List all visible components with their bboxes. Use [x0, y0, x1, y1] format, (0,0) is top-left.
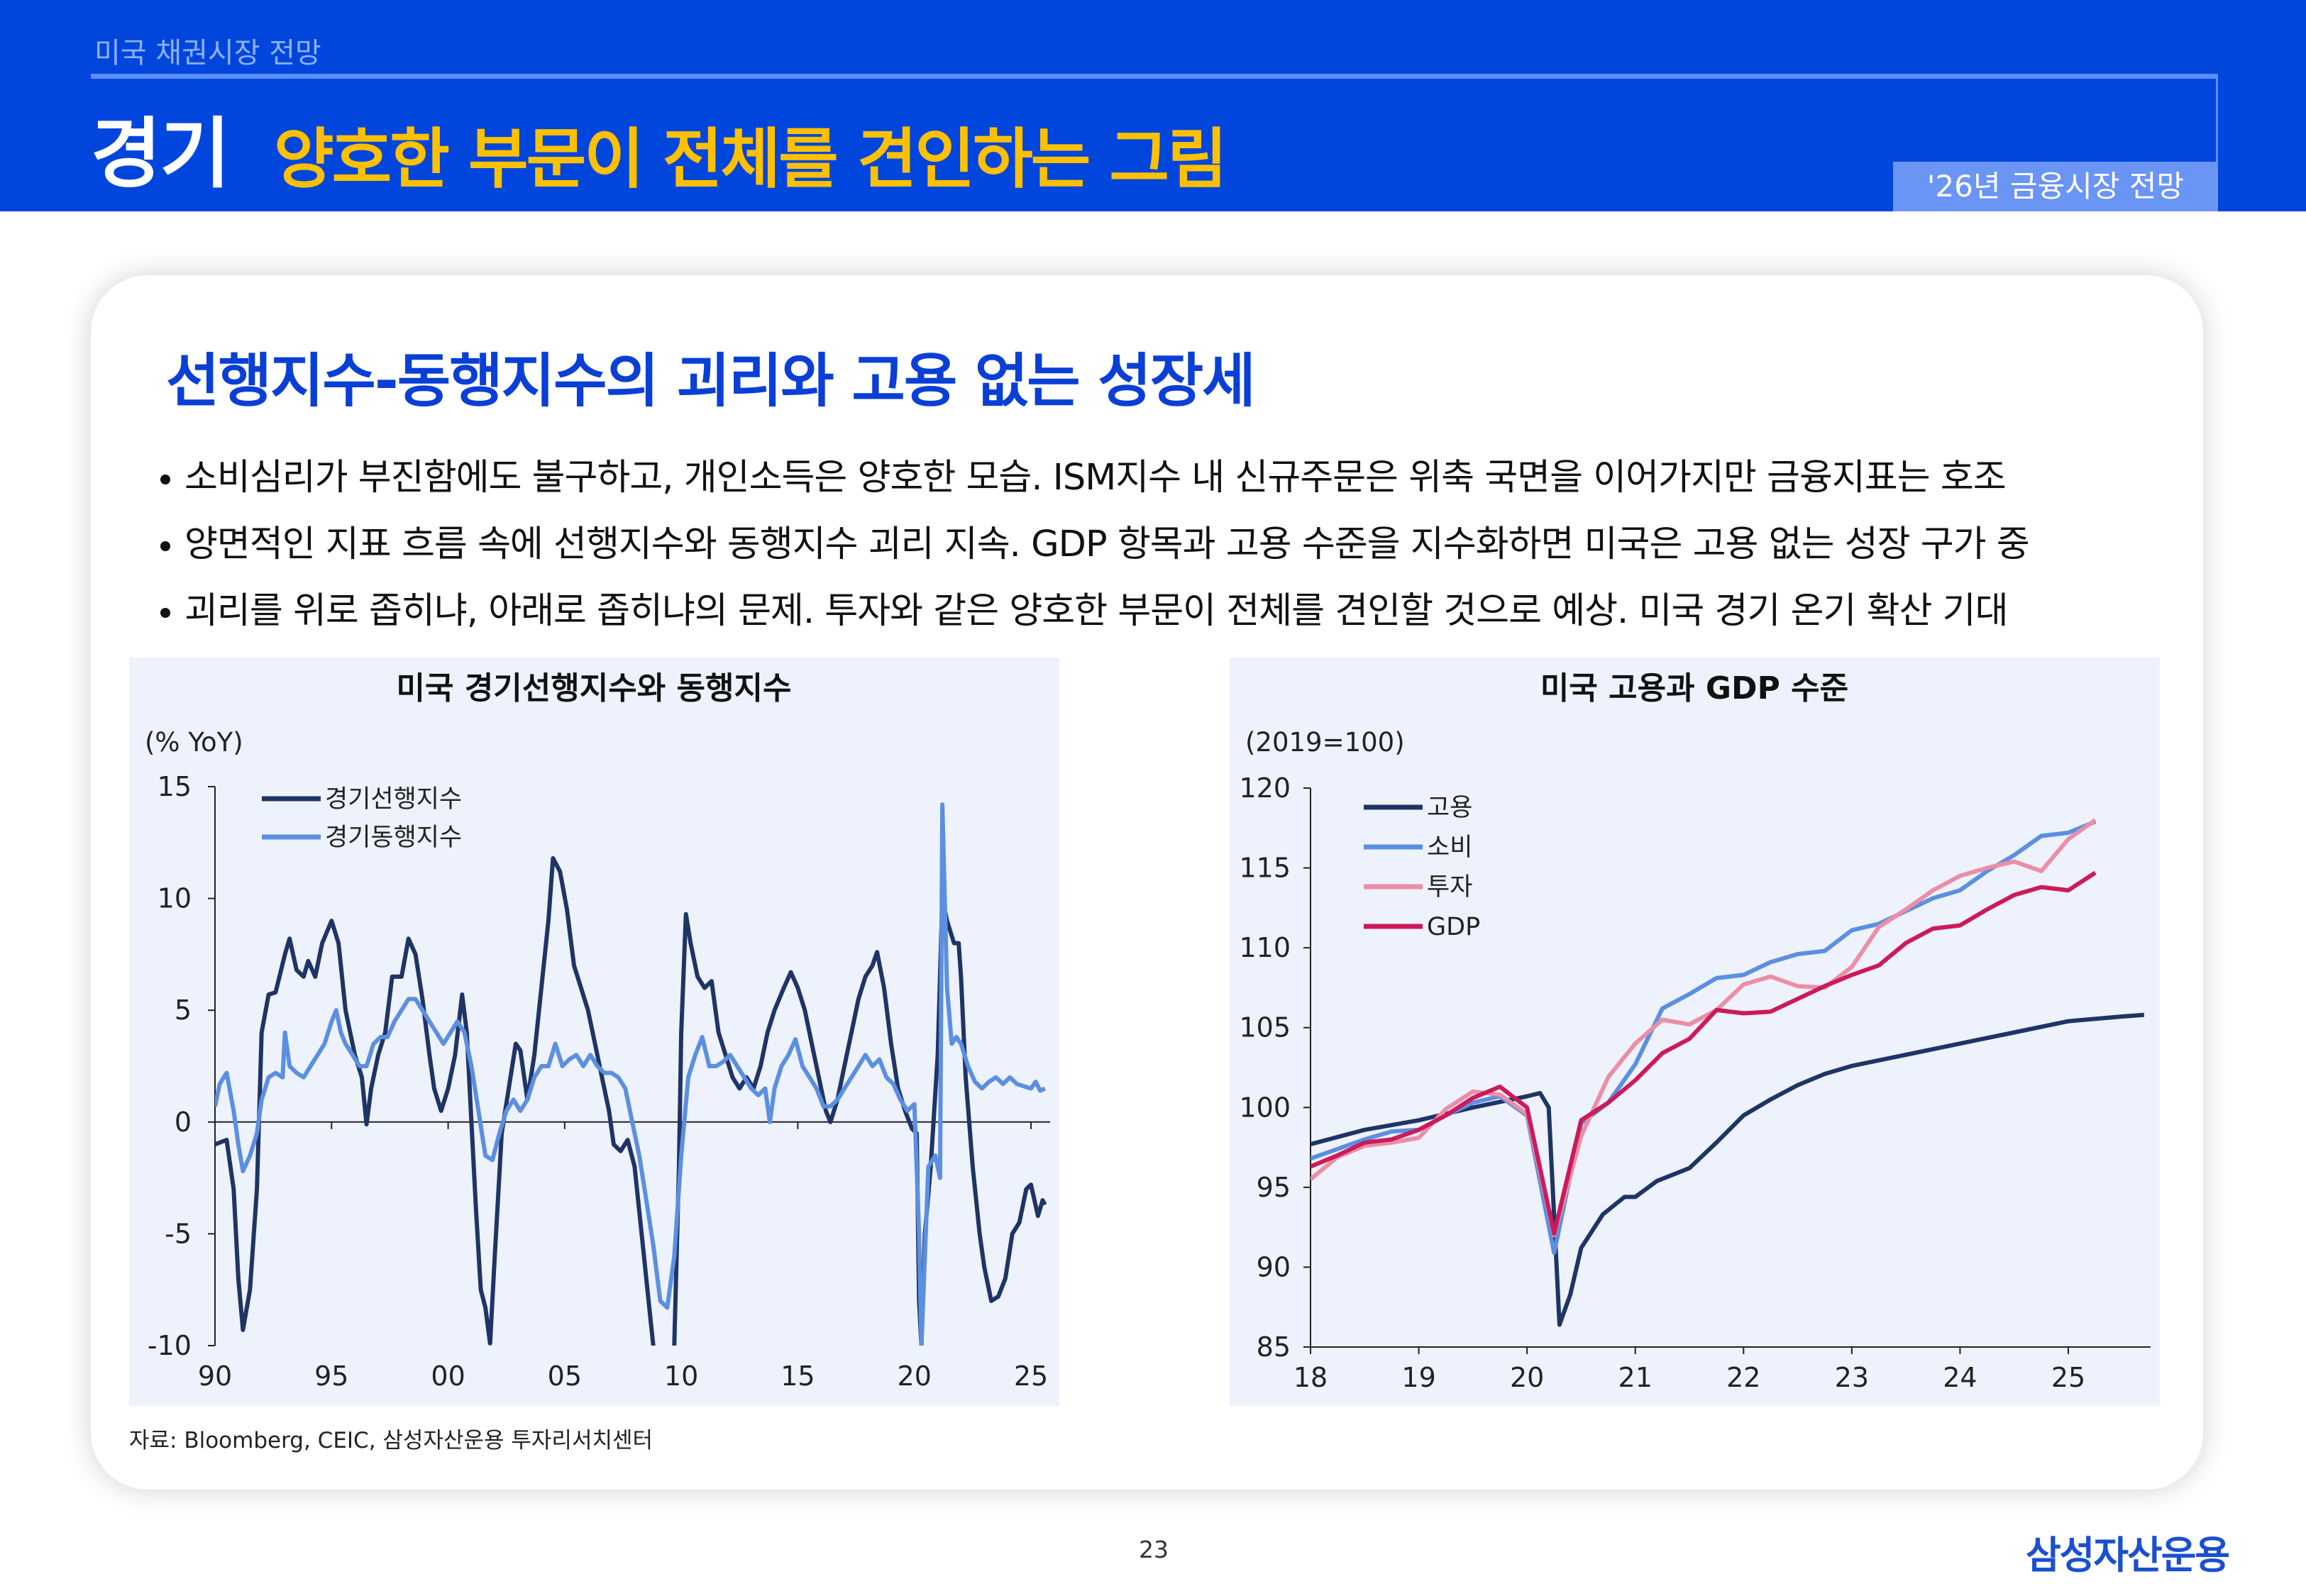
legend-label: 소비	[1427, 833, 1472, 862]
y-tick-label: 95	[1257, 1172, 1291, 1203]
series-line-1	[1311, 1012, 2145, 1327]
source-note: 자료: Bloomberg, CEIC, 삼성자산운용 투자리서치센터	[129, 1428, 653, 1453]
x-tick-label: 20	[1510, 1362, 1544, 1393]
x-tick-label: 90	[198, 1361, 232, 1392]
x-tick-label: 95	[314, 1361, 348, 1392]
bullet-text: 괴리를 위로 좁히냐, 아래로 좁히냐의 문제. 투자와 같은 양호한 부문이 …	[184, 590, 2009, 632]
bullet-list: 소비심리가 부진함에도 불구하고, 개인소득은 양호한 모습. ISM지수 내 …	[160, 451, 2030, 651]
x-tick-label: 24	[1943, 1362, 1977, 1393]
page-title-category: 경기	[91, 110, 231, 199]
y-tick-label: 105	[1239, 1012, 1291, 1043]
y-tick-label: 10	[158, 883, 192, 914]
y-tick-label: 5	[175, 994, 192, 1026]
x-tick-label: 23	[1835, 1362, 1869, 1393]
bullet-dot-icon	[160, 475, 170, 484]
legend-label: 투자	[1427, 873, 1472, 902]
bullet-item: 소비심리가 부진함에도 불구하고, 개인소득은 양호한 모습. ISM지수 내 …	[160, 451, 2029, 518]
x-tick-label: 19	[1401, 1362, 1435, 1393]
header-divider	[91, 74, 2218, 79]
page-number: 23	[1139, 1536, 1169, 1563]
bullet-item: 괴리를 위로 좁히냐, 아래로 좁히냐의 문제. 투자와 같은 양호한 부문이 …	[160, 584, 2029, 651]
chart-title: 미국 고용과 GDP 수준	[1540, 670, 1848, 706]
bullet-text: 양면적인 지표 흐름 속에 선행지수와 동행지수 괴리 지속. GDP 항목과 …	[184, 523, 2030, 565]
x-tick-label: 18	[1293, 1362, 1328, 1393]
y-tick-label: -5	[165, 1218, 192, 1249]
series-line-4	[1311, 870, 2097, 1236]
x-tick-label: 25	[1014, 1361, 1048, 1392]
bullet-item: 양면적인 지표 흐름 속에 선행지수와 동행지수 괴리 지속. GDP 항목과 …	[160, 518, 2030, 584]
bullet-text: 소비심리가 부진함에도 불구하고, 개인소득은 양호한 모습. ISM지수 내 …	[184, 457, 2007, 499]
section-label: 미국 채권시장 전망	[94, 37, 321, 70]
y-tick-label: 85	[1257, 1331, 1291, 1363]
page-title: 양호한 부문이 전체를 견인하는 그림	[274, 121, 1228, 197]
y-tick-label: 115	[1239, 853, 1291, 884]
chart-leading-coincident: 미국 경기선행지수와 동행지수 (% YoY) 15 10 5 0 -5 -10 90 95 00 0…	[129, 658, 1059, 1406]
legend-label: 고용	[1427, 794, 1472, 822]
x-tick-label: 10	[664, 1361, 698, 1392]
y-tick-label: 100	[1239, 1092, 1291, 1123]
x-tick-label: 00	[431, 1361, 465, 1392]
report-badge: '26년 금융시장 전망	[1893, 162, 2218, 211]
x-tick-label: 15	[780, 1361, 815, 1392]
y-tick-label: 0	[175, 1107, 192, 1138]
legend-label: GDP	[1427, 913, 1480, 941]
y-tick-label: -10	[148, 1330, 192, 1361]
series-line-3	[1311, 818, 2097, 1238]
y-tick-label: 15	[158, 771, 192, 802]
y-axis-unit-label: (% YoY)	[145, 727, 243, 758]
x-tick-label: 21	[1618, 1362, 1653, 1393]
chart-title: 미국 경기선행지수와 동행지수	[397, 670, 792, 706]
bullet-dot-icon	[160, 541, 170, 551]
legend-label: 경기선행지수	[325, 785, 462, 814]
company-logo: 삼성자산운용	[2026, 1533, 2230, 1578]
chart-employment-gdp: 미국 고용과 GDP 수준 (2019=100) 120 115 110 105 100 95…	[1230, 658, 2160, 1406]
y-tick-label: 110	[1239, 932, 1291, 963]
header-divider-vertical	[2216, 74, 2218, 163]
x-tick-label: 25	[2051, 1362, 2085, 1393]
bullet-dot-icon	[160, 608, 170, 618]
header-band: 미국 채권시장 전망 경기 양호한 부문이 전체를 견인하는 그림 '26년 금…	[0, 0, 2306, 211]
y-tick-label: 120	[1239, 772, 1291, 804]
card-title: 선행지수-동행지수의 괴리와 고용 없는 성장세	[166, 348, 1256, 415]
x-tick-label: 20	[898, 1361, 932, 1392]
legend-label: 경기동행지수	[325, 824, 462, 852]
y-tick-label: 90	[1257, 1251, 1291, 1282]
chart-svg: 미국 고용과 GDP 수준 (2019=100) 120 115 110 105 100 95…	[1239, 670, 2151, 1393]
x-tick-label: 22	[1726, 1362, 1760, 1393]
series-line-2	[215, 802, 1047, 1346]
y-axis-unit-label: (2019=100)	[1245, 727, 1405, 758]
x-tick-label: 05	[548, 1361, 582, 1392]
